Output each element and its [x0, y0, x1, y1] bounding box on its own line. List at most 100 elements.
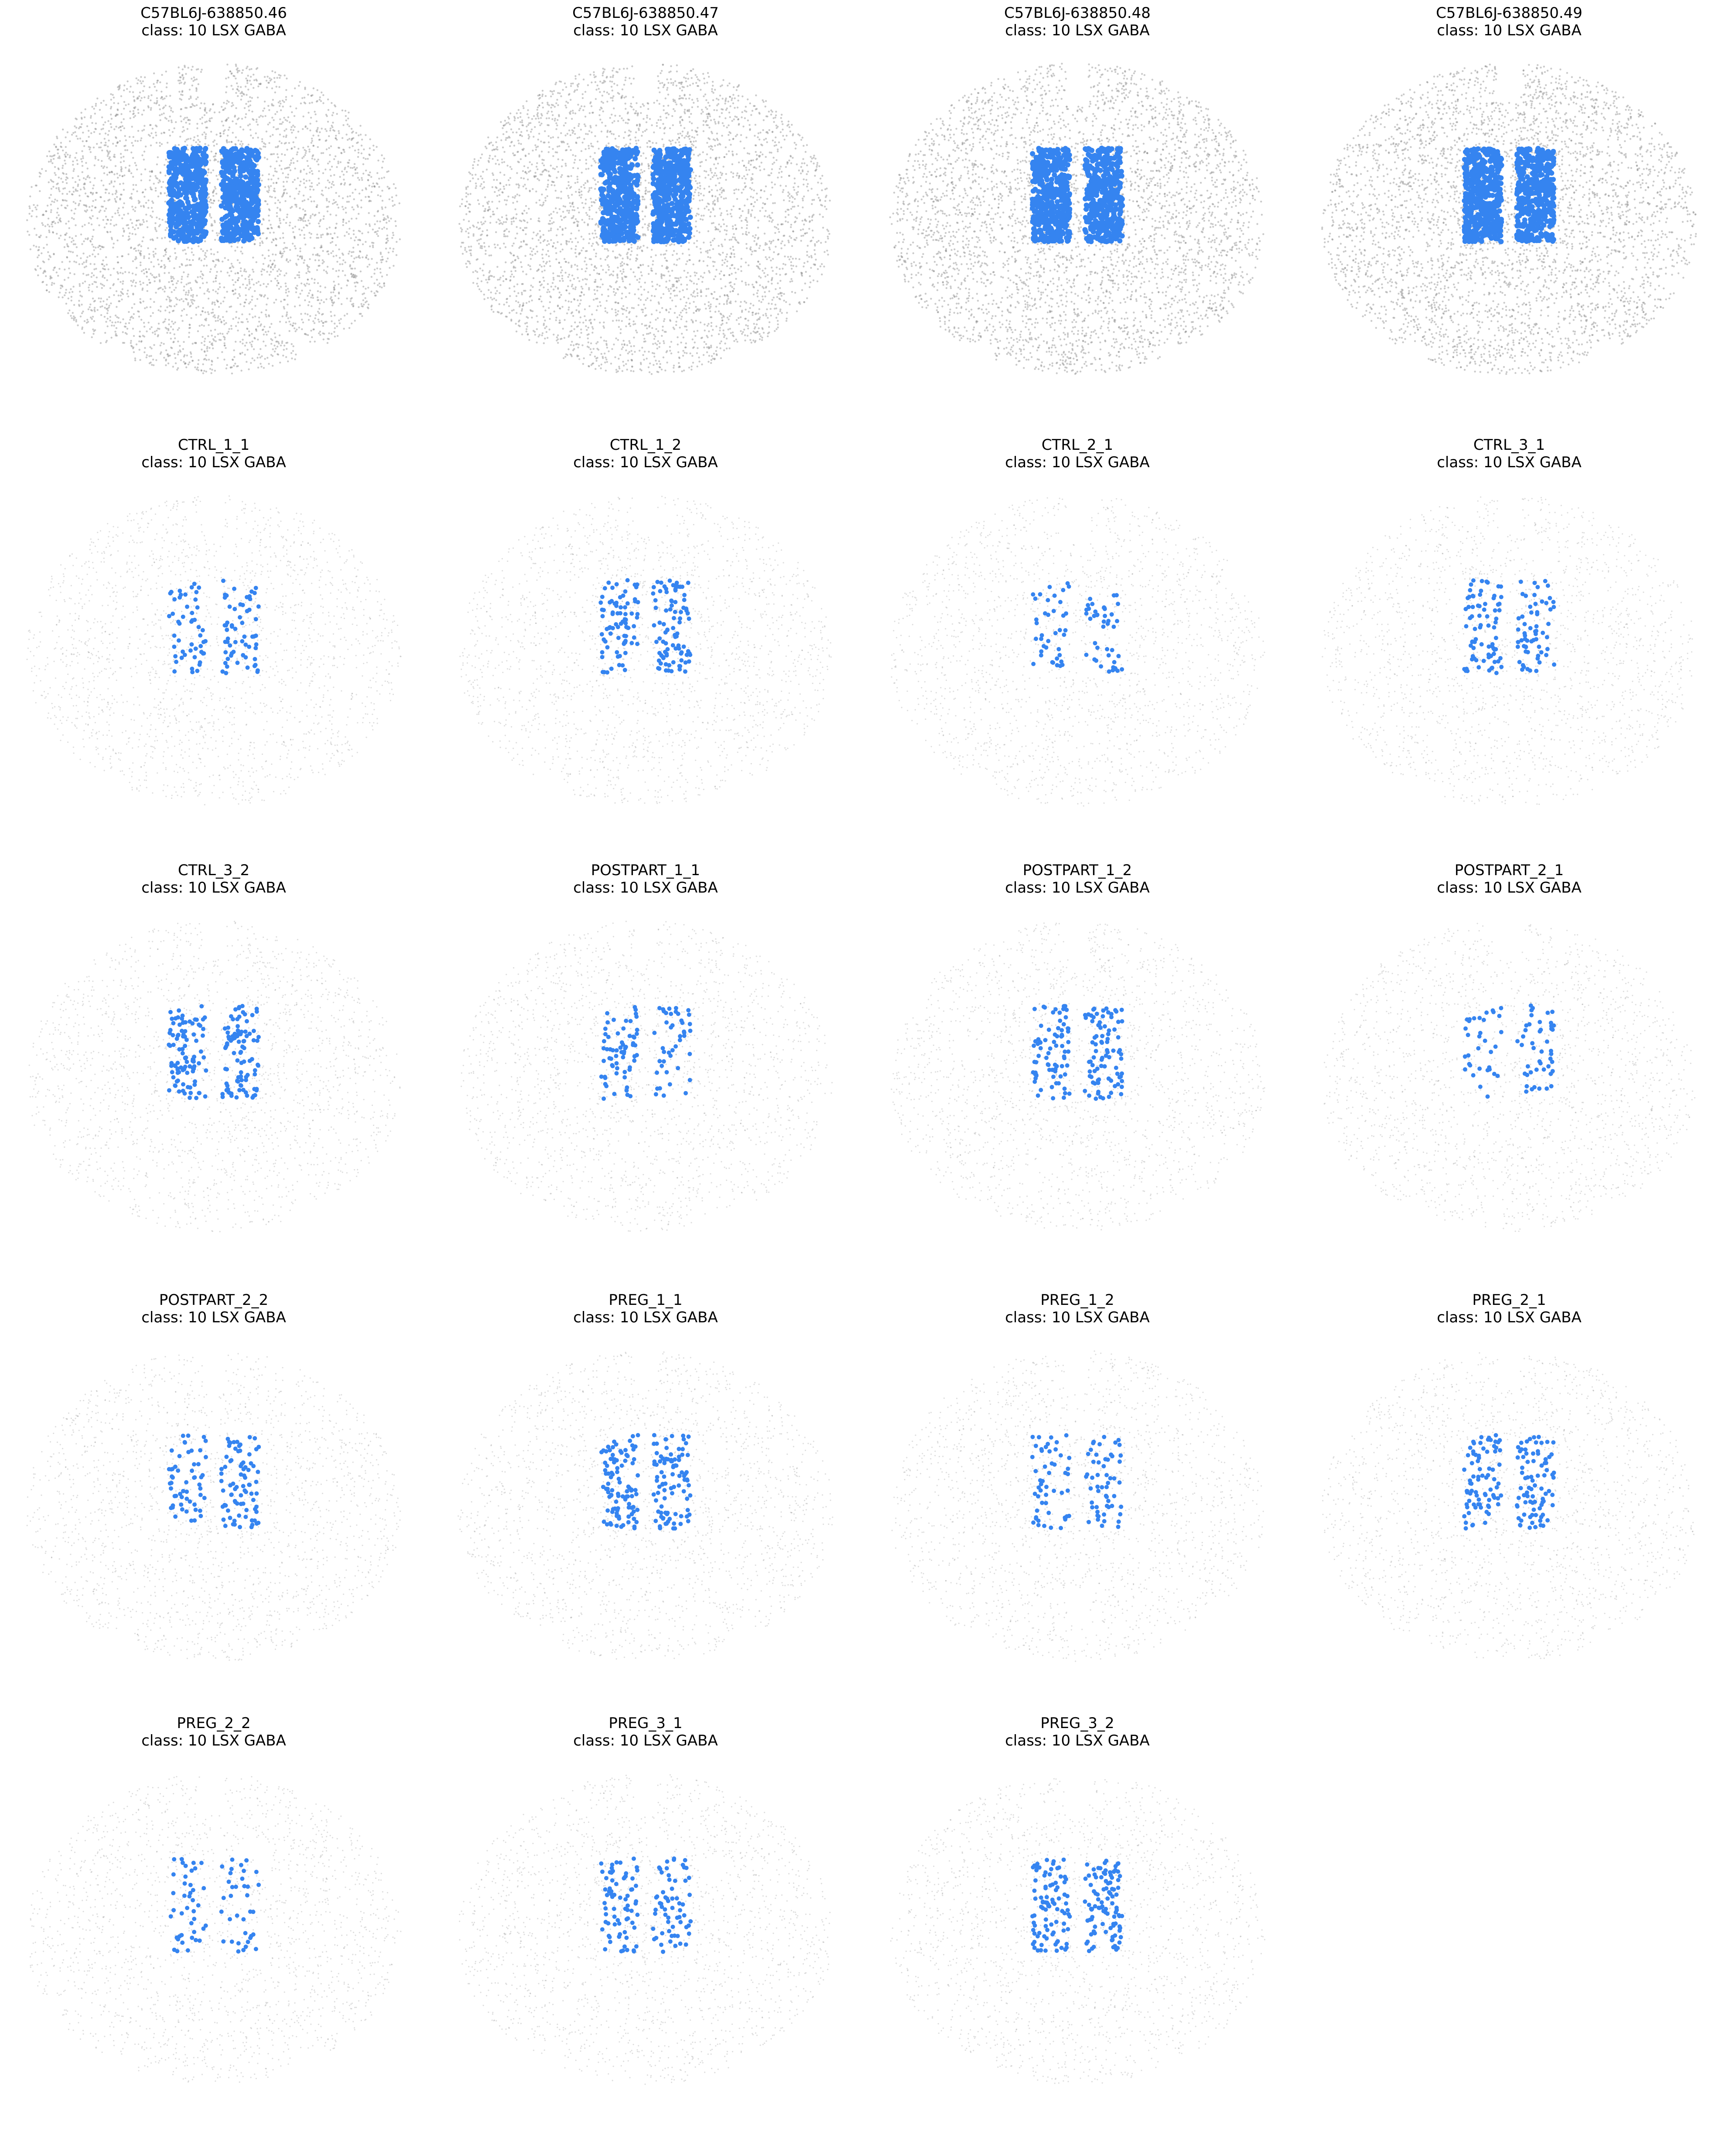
- background-cell-point: [190, 317, 192, 319]
- background-cell-point: [247, 321, 249, 322]
- background-cell-point: [348, 162, 349, 164]
- class-cell-point: [192, 212, 197, 217]
- background-cell-point: [249, 129, 251, 130]
- background-cell-point: [562, 89, 564, 91]
- background-cell-point: [283, 349, 285, 351]
- background-cell-point: [69, 236, 71, 238]
- background-cell-point: [312, 329, 314, 330]
- background-cell-point: [229, 275, 230, 277]
- section-name: C57BL6J-638850.47: [449, 4, 842, 22]
- background-cell-point: [210, 131, 212, 133]
- background-cell-point: [167, 363, 169, 364]
- background-cell-point: [152, 128, 154, 130]
- background-cell-point: [270, 338, 272, 340]
- background-cell-point: [78, 205, 79, 206]
- background-cell-point: [148, 355, 150, 357]
- background-cell-point: [123, 89, 125, 91]
- background-cell-point: [106, 312, 108, 314]
- background-cell-point: [114, 331, 116, 332]
- background-cell-point: [117, 212, 119, 213]
- background-cell-point: [67, 245, 68, 247]
- background-cell-point: [299, 250, 301, 252]
- background-cell-point: [85, 205, 87, 206]
- background-cell-point: [208, 196, 210, 198]
- background-cell-point: [251, 346, 253, 347]
- background-cell-point: [657, 87, 659, 89]
- background-cell-point: [41, 252, 42, 254]
- background-cell-point: [260, 323, 262, 325]
- class-cell-point: [198, 146, 203, 151]
- background-cell-point: [309, 315, 311, 317]
- background-cell-point: [239, 286, 241, 288]
- background-cell-point: [273, 345, 275, 346]
- background-cell-point: [333, 174, 335, 176]
- background-cell-point: [290, 162, 292, 164]
- background-cell-point: [107, 199, 109, 201]
- background-cell-point: [147, 207, 149, 209]
- background-cell-point: [321, 193, 322, 195]
- background-cell-point: [168, 311, 170, 313]
- background-cell-point: [267, 191, 269, 193]
- background-cell-point: [64, 269, 65, 270]
- background-cell-point: [628, 130, 630, 131]
- background-cell-point: [273, 153, 275, 155]
- background-cell-point: [326, 199, 328, 201]
- background-cell-point: [260, 363, 261, 365]
- background-cell-point: [335, 295, 336, 297]
- background-cell-point: [303, 169, 305, 171]
- background-cell-point: [699, 79, 701, 81]
- background-cell-point: [107, 146, 109, 147]
- background-cell-point: [327, 99, 329, 100]
- background-cell-point: [151, 274, 153, 276]
- background-cell-point: [226, 86, 228, 88]
- background-cell-point: [232, 318, 234, 320]
- background-cell-point: [140, 298, 141, 300]
- background-cell-point: [347, 123, 349, 125]
- background-cell-point: [330, 315, 332, 317]
- background-cell-point: [48, 231, 50, 233]
- background-cell-point: [242, 284, 244, 285]
- background-cell-point: [308, 304, 309, 306]
- background-cell-point: [290, 316, 291, 318]
- background-cell-point: [280, 160, 282, 162]
- background-cell-point: [217, 178, 219, 180]
- background-cell-point: [239, 262, 240, 264]
- background-cell-point: [69, 156, 71, 158]
- class-cell-point: [227, 190, 232, 195]
- background-cell-point: [787, 192, 789, 193]
- background-cell-point: [196, 127, 198, 129]
- background-cell-point: [81, 123, 82, 125]
- background-cell-point: [191, 106, 192, 108]
- background-cell-point: [49, 155, 51, 157]
- background-cell-point: [307, 279, 309, 281]
- background-cell-point: [121, 217, 123, 219]
- background-cell-point: [70, 315, 72, 317]
- background-cell-point: [157, 195, 159, 197]
- background-cell-point: [104, 226, 106, 228]
- background-cell-point: [273, 119, 274, 121]
- background-cell-point: [229, 70, 231, 72]
- background-cell-point: [115, 136, 116, 138]
- background-cell-point: [199, 118, 201, 120]
- background-cell-point: [233, 356, 235, 358]
- class-cell-point: [256, 219, 261, 224]
- background-cell-point: [104, 332, 106, 334]
- background-cell-point: [537, 233, 539, 235]
- background-cell-point: [358, 134, 359, 136]
- background-cell-point: [103, 246, 104, 248]
- background-cell-point: [91, 209, 92, 211]
- background-cell-point: [233, 75, 235, 77]
- background-cell-point: [66, 205, 68, 206]
- background-cell-point: [345, 212, 347, 213]
- background-cell-point: [92, 193, 93, 195]
- background-cell-point: [120, 153, 122, 155]
- background-cell-point: [299, 234, 301, 236]
- background-cell-point: [293, 322, 294, 324]
- background-cell-point: [93, 268, 95, 270]
- background-cell-point: [519, 121, 521, 123]
- background-cell-point: [56, 137, 58, 139]
- background-cell-point: [164, 287, 166, 289]
- background-cell-point: [759, 333, 760, 335]
- background-cell-point: [127, 224, 129, 226]
- background-cell-point: [133, 188, 134, 190]
